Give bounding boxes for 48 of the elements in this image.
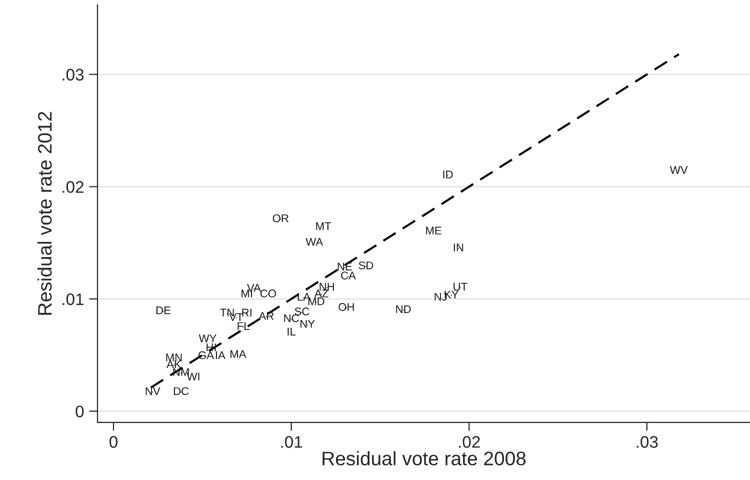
y-tick-label: .03 [62,68,84,81]
data-label: MD [308,298,324,306]
data-label: WV [670,166,688,174]
data-label: DC [174,387,189,396]
y-tick-label: .02 [62,181,84,193]
data-label: KY [444,290,458,298]
data-label: ID [443,170,453,178]
data-label: UT [454,282,468,291]
x-tick-label: .01 [281,436,302,448]
data-label: DE [156,306,171,314]
y-axis-title: Residual vote rate 2012 [37,112,52,315]
data-label: IN [454,244,464,252]
data-label: WI [186,372,200,380]
data-label: NC [284,314,299,322]
data-label: GA [198,351,214,360]
data-label: IL [288,328,296,336]
data-label: IA [216,351,226,360]
x-axis-title: Residual vote rate 2008 [322,451,526,466]
data-label: AR [258,312,274,320]
data-label: NY [300,320,315,328]
data-label: NJ [434,293,447,301]
data-label: MT [316,222,332,230]
data-label: ME [426,226,442,234]
data-label: CA [341,272,356,280]
data-label: FL [238,322,250,330]
data-label: NE [338,262,352,270]
data-label: NV [146,387,160,395]
y-tick-label: 0 [76,406,84,418]
data-label: WA [306,238,324,246]
x-tick-label: .02 [459,436,480,448]
data-label: WY [198,334,216,342]
x-tick-label: .03 [636,436,658,448]
data-label: AK [166,360,182,368]
data-label: ND [396,305,411,314]
data-label: SD [358,261,374,270]
data-label: MI [242,290,252,298]
data-label: RI [242,308,252,316]
data-label: MN [166,354,182,362]
data-label: VA [247,284,261,292]
data-label: CO [260,290,276,298]
y-tick-label: .01 [62,293,84,306]
data-label: OH [338,303,354,311]
data-label: SC [294,308,310,316]
data-label: AZ [314,290,328,298]
data-label: OR [272,214,288,222]
data-label: MA [230,350,246,358]
data-label: NH [320,282,334,291]
x-tick-label: 0 [110,436,118,448]
